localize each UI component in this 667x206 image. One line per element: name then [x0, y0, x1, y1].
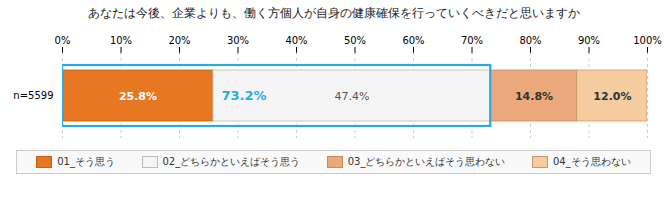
svg-text:40%: 40% [285, 35, 307, 46]
svg-text:30%: 30% [227, 35, 249, 46]
svg-text:0%: 0% [55, 35, 71, 46]
svg-text:14.8%: 14.8% [515, 90, 553, 103]
svg-text:100%: 100% [633, 35, 662, 46]
svg-text:60%: 60% [402, 35, 424, 46]
html-text:あなたは今後、企業よりも、働く方個人が自身の健康確保を行って: あなたは今後、企業よりも、働く方個人が自身の健康確保を行っていくべきだと思います… [87, 6, 580, 20]
html-text:01_そう思う: 01_そう思う [57, 156, 115, 167]
svg-text:20%: 20% [168, 35, 190, 46]
svg-text:50%: 50% [344, 35, 366, 46]
svg-text:12.0%: 12.0% [593, 90, 631, 103]
svg-text:73.2%: 73.2% [221, 88, 266, 103]
svg-text:80%: 80% [519, 35, 541, 46]
html-text:03_どちらかといえばそう思わない: 03_どちらかといえばそう思わない [347, 156, 506, 167]
svg-text:n=5599: n=5599 [13, 90, 53, 101]
svg-text:70%: 70% [461, 35, 483, 46]
svg-text:25.8%: 25.8% [119, 90, 157, 103]
svg-text:47.4%: 47.4% [335, 90, 370, 103]
html-text:04_そう思わない: 04_そう思わない [553, 156, 631, 167]
svg-text:10%: 10% [110, 35, 132, 46]
svg-text:90%: 90% [578, 35, 600, 46]
html-text:02_どちらかといえばそう思う: 02_どちらかといえばそう思う [162, 156, 301, 167]
